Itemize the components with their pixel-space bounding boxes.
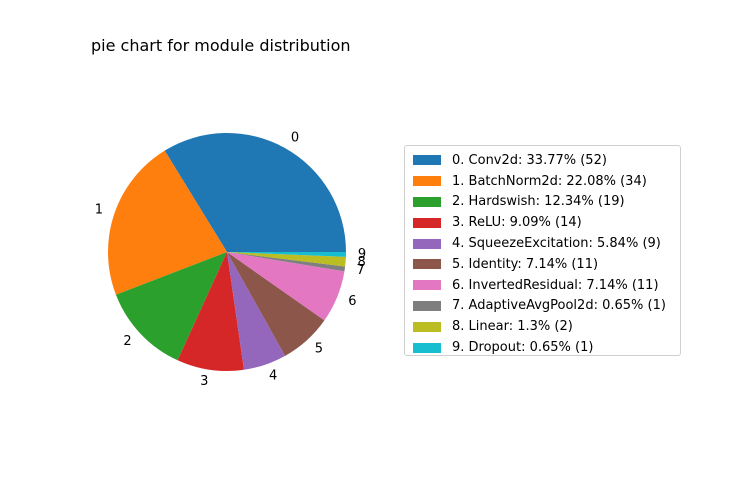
legend-item-6: 6. InvertedResidual: 7.14% (11): [413, 275, 672, 296]
legend-label: 1. BatchNorm2d: 22.08% (34): [452, 173, 647, 189]
legend-label: 0. Conv2d: 33.77% (52): [452, 152, 607, 168]
pie-slice-6: [227, 252, 345, 321]
pie-slice-0: [164, 132, 346, 252]
legend-item-5: 5. Identity: 7.14% (11): [413, 254, 672, 275]
pie-slice-7: [227, 252, 346, 272]
pie-slice-5: [227, 252, 325, 356]
pie-label-1: 1: [95, 203, 103, 218]
pie-label-6: 6: [348, 294, 356, 309]
legend-item-2: 2. Hardswish: 12.34% (19): [413, 192, 672, 213]
legend-label: 3. ReLU: 9.09% (14): [452, 215, 582, 231]
pie-slice-4: [227, 252, 286, 370]
pie-label-5: 5: [315, 342, 323, 357]
pie-label-0: 0: [291, 130, 299, 145]
legend-swatch: [413, 238, 441, 249]
legend-item-1: 1. BatchNorm2d: 22.08% (34): [413, 171, 672, 192]
legend-label: 8. Linear: 1.3% (2): [452, 319, 573, 335]
legend-label: 6. InvertedResidual: 7.14% (11): [452, 277, 659, 293]
pie-slice-9: [227, 252, 346, 257]
pie-slice-8: [227, 252, 346, 267]
legend-swatch: [413, 280, 441, 291]
pie-label-8: 8: [357, 255, 365, 270]
legend-item-0: 0. Conv2d: 33.77% (52): [413, 150, 672, 171]
legend-label: 7. AdaptiveAvgPool2d: 0.65% (1): [452, 298, 666, 314]
legend-item-4: 4. SqueezeExcitation: 5.84% (9): [413, 233, 672, 254]
legend-item-8: 8. Linear: 1.3% (2): [413, 316, 672, 337]
legend-swatch: [413, 217, 441, 228]
legend-swatch: [413, 300, 441, 311]
legend-item-7: 7. AdaptiveAvgPool2d: 0.65% (1): [413, 296, 672, 317]
legend-swatch: [413, 259, 441, 270]
legend: 0. Conv2d: 33.77% (52) 1. BatchNorm2d: 22…: [404, 145, 681, 356]
pie-slice-3: [177, 252, 244, 371]
pie-label-7: 7: [357, 263, 365, 278]
legend-label: 4. SqueezeExcitation: 5.84% (9): [452, 236, 661, 252]
pie-slice-2: [115, 252, 227, 361]
legend-label: 5. Identity: 7.14% (11): [452, 256, 599, 272]
pie-label-9: 9: [358, 247, 366, 262]
legend-swatch: [413, 342, 441, 353]
legend-item-9: 9. Dropout: 0.65% (1): [413, 337, 672, 358]
legend-swatch: [413, 155, 441, 166]
legend-label: 2. Hardswish: 12.34% (19): [452, 194, 625, 210]
pie-slice-1: [108, 150, 227, 295]
pie-labels: 0 1 2 3 4 5 6 789: [95, 130, 366, 389]
chart-title: pie chart for module distribution: [91, 36, 351, 55]
pie-slices: [108, 132, 346, 371]
legend-swatch: [413, 321, 441, 332]
legend-item-3: 3. ReLU: 9.09% (14): [413, 212, 672, 233]
pie-label-3: 3: [200, 374, 208, 389]
pie-label-2: 2: [123, 334, 131, 349]
legend-swatch: [413, 176, 441, 187]
legend-swatch: [413, 196, 441, 207]
pie-label-4: 4: [269, 368, 277, 383]
legend-label: 9. Dropout: 0.65% (1): [452, 340, 594, 356]
